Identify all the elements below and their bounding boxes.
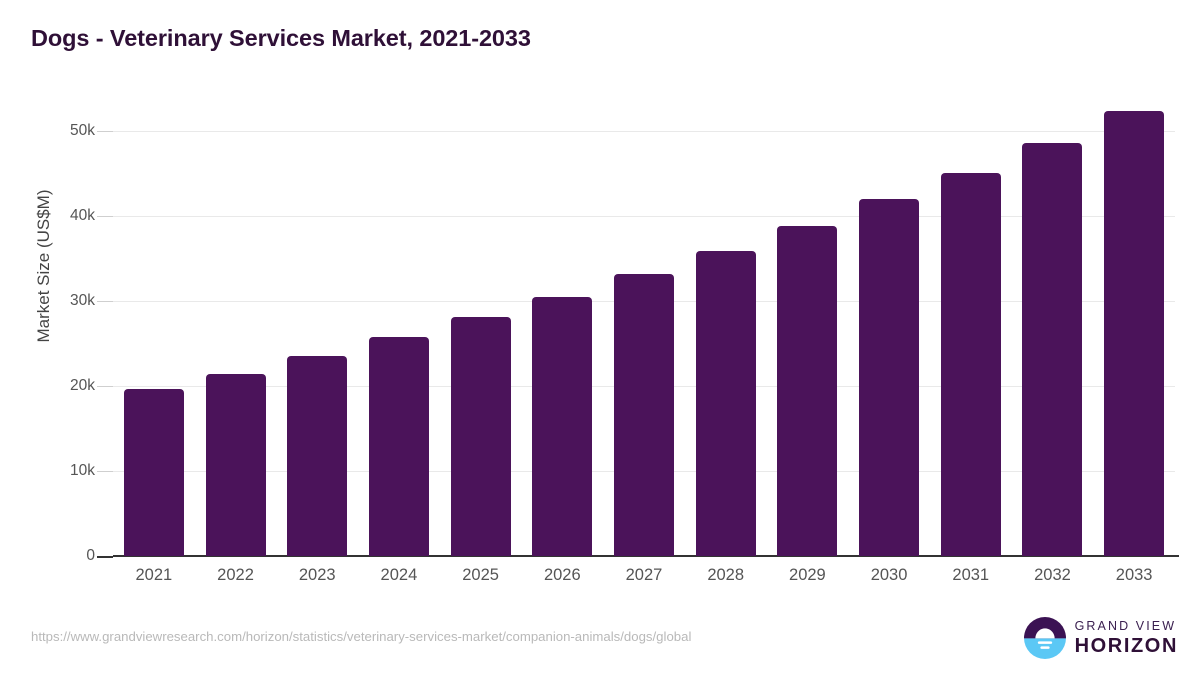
brand-line-2: HORIZON [1074,634,1178,657]
y-axis-tick-mark [97,216,113,217]
y-axis-tick-mark [97,301,113,302]
bar[interactable] [1022,143,1083,556]
page-title: Dogs - Veterinary Services Market, 2021-… [31,25,531,51]
x-axis-line [113,555,1179,557]
y-axis-title: Market Size (US$M) [34,189,53,343]
x-axis-tick-label: 2027 [625,566,663,584]
source-url[interactable]: https://www.grandviewresearch.com/horizo… [31,629,692,644]
y-axis-tick-label: 10k [70,462,95,479]
x-axis-tick-label: 2024 [380,566,418,584]
bar[interactable] [859,199,920,556]
y-axis-tick-label: 50k [70,122,95,139]
x-axis-tick-label: 2028 [707,566,745,584]
bar[interactable] [614,273,674,556]
y-axis-tick-label: 0 [86,547,95,564]
bar[interactable] [1104,110,1165,556]
sunrise-circle-icon [1023,617,1066,659]
y-axis-tick-mark [97,386,113,387]
bar[interactable] [368,337,429,556]
gridline [113,216,1175,217]
bar[interactable] [287,356,348,556]
plot-area [113,110,1175,556]
bar[interactable] [450,316,511,556]
bar[interactable] [532,296,593,556]
y-axis-tick-label: 40k [70,207,95,224]
x-axis-tick-label: 2026 [543,566,581,584]
y-axis-tick-label: 30k [70,292,95,309]
x-axis-tick-label: 2025 [462,566,499,584]
x-axis-tick-label: 2022 [217,566,254,584]
bar[interactable] [123,388,184,556]
x-axis-tick-label: 2033 [1115,566,1153,584]
x-axis-tick-label: 2032 [1034,566,1071,584]
bar[interactable] [940,172,1001,556]
x-axis-tick-label: 2021 [135,566,173,584]
bar[interactable] [695,250,756,556]
brand-wordmark: GRAND VIEW HORIZON [1075,620,1178,656]
bar[interactable] [205,374,266,556]
x-axis-tick-label: 2031 [952,566,990,584]
brand-logo: GRAND VIEW HORIZON [1023,616,1178,660]
y-axis-tick-mark [97,471,113,472]
y-axis-tick-mark [97,131,113,132]
y-axis-tick-label: 20k [70,377,95,394]
x-axis-tick-label: 2023 [298,566,336,584]
bar[interactable] [777,225,838,556]
brand-line-1: GRAND VIEW [1074,619,1177,634]
y-axis-tick-mark [97,556,113,558]
y-axis-tick-labels: 0 10k 20k 30k 40k 50k [0,0,95,675]
x-axis-tick-label: 2029 [789,566,826,584]
x-axis-tick-label: 2030 [870,566,908,584]
gridline [113,131,1175,132]
